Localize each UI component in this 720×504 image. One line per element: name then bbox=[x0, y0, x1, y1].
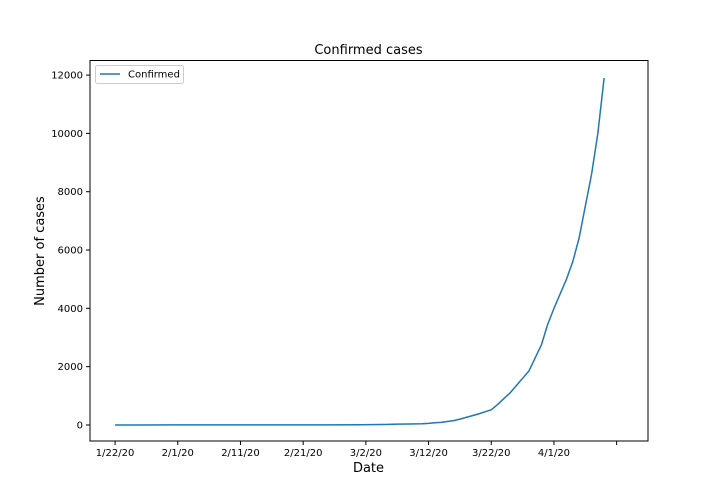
y-tick-label: 10000 bbox=[51, 129, 83, 140]
x-axis: 1/22/20 2/1/20 2/11/20 2/21/20 3/2/20 3/12/20… bbox=[96, 441, 618, 459]
y-tick-label: 8000 bbox=[58, 187, 83, 198]
y-axis-title: Number of cases bbox=[33, 196, 48, 306]
series-layer bbox=[115, 77, 605, 426]
x-tick-label: 2/1/20 bbox=[162, 448, 194, 459]
x-tick-label: 3/22/20 bbox=[472, 448, 511, 459]
x-tick-label: 3/12/20 bbox=[409, 448, 448, 459]
legend-box bbox=[95, 65, 184, 84]
x-tick-label: 2/11/20 bbox=[221, 448, 260, 459]
y-tick-label: 6000 bbox=[58, 246, 83, 257]
x-tick-label: 2/21/20 bbox=[284, 448, 323, 459]
y-tick-label: 12000 bbox=[51, 71, 83, 82]
legend-label-confirmed: Confirmed bbox=[128, 70, 180, 81]
plot-area bbox=[89, 60, 649, 442]
chart-title: Confirmed cases bbox=[314, 43, 423, 58]
y-tick-label: 4000 bbox=[58, 304, 83, 315]
plot-frame bbox=[89, 60, 649, 442]
x-axis-title: Date bbox=[353, 461, 384, 476]
y-axis: 0 2000 4000 6000 8000 10000 12000 bbox=[51, 71, 90, 431]
y-tick-label: 0 bbox=[77, 420, 83, 431]
x-tick-label: 1/22/20 bbox=[96, 448, 135, 459]
legend: Confirmed bbox=[95, 65, 184, 84]
x-tick-label: 3/2/20 bbox=[350, 448, 382, 459]
y-tick-label: 2000 bbox=[58, 362, 83, 373]
series-line-confirmed bbox=[115, 77, 605, 426]
x-tick-label: 4/1/20 bbox=[538, 448, 570, 459]
